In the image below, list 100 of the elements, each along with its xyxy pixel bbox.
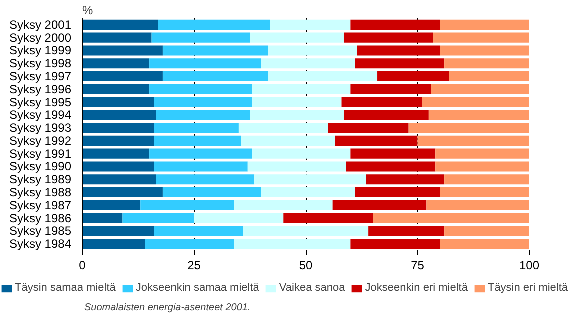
bar [122, 213, 194, 224]
text: Suomalaisten energia-asenteet 2001. [84, 302, 251, 314]
bar [252, 148, 351, 159]
bar [344, 32, 434, 43]
bar [449, 71, 530, 82]
bar [82, 32, 152, 43]
legend-label: Täysin eri mieltä [488, 282, 568, 294]
bar [268, 71, 378, 82]
bar [238, 123, 328, 134]
bar [82, 162, 154, 172]
bar [156, 174, 255, 185]
bar [82, 84, 150, 94]
bar [433, 32, 530, 43]
bar [145, 239, 234, 250]
x-tick-label: 75 [411, 258, 425, 272]
bar [440, 46, 530, 56]
bar [335, 136, 418, 146]
y-tick-label: Syksy 1997 [9, 70, 72, 84]
y-tick-label: Syksy 1985 [9, 224, 72, 238]
bar [243, 226, 369, 236]
legend-label: Vaikea sanoa [279, 282, 346, 294]
y-tick-label: Syksy 1990 [9, 160, 72, 174]
bar [366, 174, 445, 185]
y-tick-label: Syksy 1987 [9, 198, 72, 212]
bar [444, 174, 530, 185]
bar [248, 162, 346, 172]
bar [158, 20, 270, 30]
bar [82, 174, 156, 185]
y-tick-label: Syksy 1996 [9, 82, 72, 96]
bar [162, 46, 268, 56]
bar [378, 71, 450, 82]
bar [261, 187, 356, 198]
bar [150, 58, 262, 69]
bar [426, 200, 530, 210]
bar [444, 226, 530, 236]
bar [355, 187, 440, 198]
legend-label: Jokseenkin eri mieltä [365, 282, 468, 294]
bar [328, 123, 409, 134]
bar [332, 200, 427, 210]
bar [373, 213, 530, 224]
bar [355, 58, 445, 69]
bar [284, 213, 374, 224]
bar [270, 20, 351, 30]
bar [440, 239, 530, 250]
bar [261, 58, 356, 69]
y-tick-label: Syksy 2001 [9, 18, 72, 32]
bar [162, 187, 262, 198]
bar [428, 110, 530, 120]
x-tick-label: 0 [79, 258, 86, 272]
bar [252, 97, 342, 108]
bar [350, 148, 436, 159]
bar [154, 162, 248, 172]
bar [82, 123, 154, 134]
bar [252, 84, 351, 94]
bar [350, 20, 440, 30]
legend-label: Täysin samaa mieltä [15, 282, 116, 294]
y-tick-label: Syksy 1988 [9, 186, 72, 200]
bar [82, 71, 163, 82]
bar [82, 187, 163, 198]
legend-label: Jokseenkin samaa mieltä [136, 282, 260, 294]
y-tick-label: Syksy 1992 [9, 134, 72, 148]
bar [344, 110, 429, 120]
y-tick-label: Syksy 1989 [9, 172, 72, 187]
bar [422, 97, 530, 108]
bar [234, 200, 333, 210]
bar [82, 200, 141, 210]
bar [140, 200, 234, 210]
y-tick-label: Syksy 2000 [9, 30, 72, 45]
bar [154, 97, 252, 108]
bar [357, 46, 440, 56]
y-tick-label: Syksy 1984 [9, 237, 72, 252]
bar [268, 46, 358, 56]
bar [82, 239, 146, 250]
bar [162, 71, 268, 82]
bar [234, 239, 351, 250]
y-tick-label: Syksy 1993 [9, 121, 72, 136]
bar [156, 110, 250, 120]
bar [194, 213, 284, 224]
bar [82, 97, 154, 108]
bar [154, 226, 244, 236]
bar [82, 58, 150, 69]
bar [346, 162, 436, 172]
y-tick-label: Syksy 1998 [9, 56, 72, 71]
bar [150, 148, 252, 159]
bar [152, 32, 250, 43]
bar [440, 187, 530, 198]
bar [241, 136, 336, 146]
bar [254, 174, 366, 185]
y-tick-label: Syksy 1995 [9, 95, 72, 110]
bar [368, 226, 445, 236]
bar [350, 239, 440, 250]
bar [82, 110, 156, 120]
bar [350, 84, 432, 94]
bar [150, 84, 252, 94]
x-tick-label: 25 [188, 258, 202, 272]
bar [431, 84, 530, 94]
y-tick-label: Syksy 1999 [9, 44, 72, 58]
bar [440, 20, 530, 30]
bar [408, 123, 530, 134]
bar [418, 136, 530, 146]
